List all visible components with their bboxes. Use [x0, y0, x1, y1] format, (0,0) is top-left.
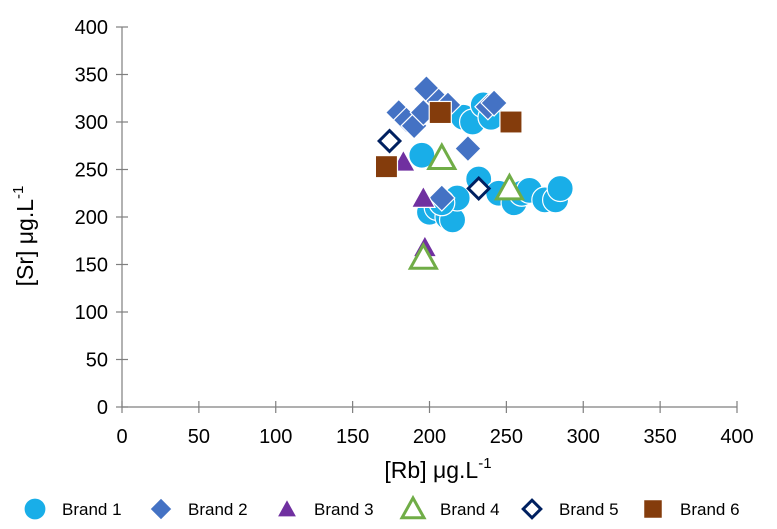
y-tick-label: 250 [75, 160, 108, 182]
data-point [466, 175, 492, 202]
y-axis-title: [Sr] μg.L-1 [10, 186, 38, 287]
x-tick-label: 0 [116, 426, 127, 448]
data-point [407, 241, 439, 270]
legend-label: Brand 6 [680, 500, 740, 519]
legend-marker [399, 494, 427, 520]
data-point [374, 155, 399, 179]
data-point [493, 172, 525, 201]
legend-item: Brand 1 [23, 497, 122, 521]
y-tick-label: 200 [75, 207, 108, 229]
x-axis: 0 50 100 150 200 250 300 350 400 [116, 401, 754, 448]
legend-marker [23, 497, 47, 521]
x-tick-label: 50 [188, 426, 210, 448]
data-point [377, 128, 403, 154]
data-point [546, 174, 574, 203]
legend-label: Brand 3 [314, 500, 374, 519]
legend-item: Brand 4 [399, 494, 500, 520]
series-brand-5 [377, 128, 492, 202]
legend-item: Brand 2 [149, 497, 248, 521]
legend-marker [276, 497, 298, 518]
x-tick-label: 200 [413, 426, 446, 448]
x-tick-label: 400 [720, 426, 753, 448]
y-tick-label: 400 [75, 17, 108, 39]
legend-marker [643, 499, 663, 519]
y-axis: 0 50 100 150 200 250 300 350 400 [75, 17, 128, 419]
y-tick-label: 350 [75, 65, 108, 87]
data-point [454, 134, 482, 163]
y-tick-label: 0 [97, 397, 108, 419]
plot-area [374, 74, 574, 270]
legend-label: Brand 4 [440, 500, 500, 519]
data-point [426, 142, 458, 170]
data-point [427, 184, 456, 212]
y-tick-label: 150 [75, 255, 108, 277]
legend-item: Brand 3 [276, 497, 374, 519]
data-point [410, 185, 437, 208]
x-axis-title: [Rb] μg.L-1 [384, 455, 491, 483]
data-point [428, 100, 452, 125]
legend-marker [521, 498, 543, 520]
x-tick-label: 250 [490, 426, 523, 448]
x-tick-label: 100 [259, 426, 292, 448]
x-tick-label: 350 [643, 426, 676, 448]
legend-label: Brand 2 [188, 500, 248, 519]
legend-marker [149, 497, 173, 521]
x-tick-label: 300 [567, 426, 600, 448]
data-point [480, 89, 508, 117]
data-point [499, 110, 523, 134]
legend-label: Brand 5 [559, 500, 619, 519]
legend-item: Brand 6 [643, 499, 740, 519]
y-tick-label: 50 [86, 350, 108, 372]
series-brand-6 [374, 100, 523, 179]
legend: Brand 1 Brand 2 Brand 3 Brand 4 Brand 5 Brand… [23, 494, 740, 521]
series-brand-4 [407, 142, 525, 270]
legend-item: Brand 5 [521, 498, 619, 520]
y-tick-label: 300 [75, 112, 108, 134]
y-tick-label: 100 [75, 302, 108, 324]
legend-label: Brand 1 [62, 500, 122, 519]
x-tick-label: 150 [336, 426, 369, 448]
